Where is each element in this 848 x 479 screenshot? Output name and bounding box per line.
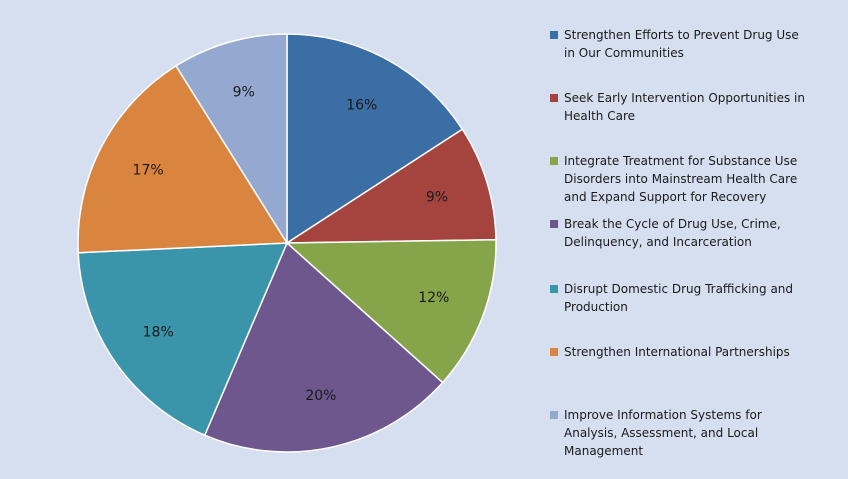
slice-data-label: 20% xyxy=(305,388,336,404)
legend-label: Integrate Treatment for Substance Use Dis… xyxy=(564,152,797,206)
legend-label-line: Integrate Treatment for Substance Use xyxy=(564,154,798,168)
legend-label-line: Disorders into Mainstream Health Care xyxy=(564,172,798,186)
legend-label-line: Health Care xyxy=(564,109,636,123)
legend-label: Seek Early Intervention Opportunities in… xyxy=(564,89,805,125)
legend-item: Improve Information Systems for Analysis,… xyxy=(550,406,840,460)
legend-label-line: Seek Early Intervention Opportunities in xyxy=(564,91,805,105)
legend-swatch xyxy=(550,31,558,39)
slice-data-label: 9% xyxy=(233,84,255,100)
legend-label-line: Delinquency, and Incarceration xyxy=(564,235,752,249)
legend-label-line: Improve Information Systems for xyxy=(564,408,762,422)
slice-data-label: 9% xyxy=(426,189,448,205)
legend-label-line: Strengthen International Partnerships xyxy=(564,345,790,359)
legend-swatch xyxy=(550,348,558,356)
pie-slice-3 xyxy=(285,238,497,384)
legend-label: Improve Information Systems for Analysis,… xyxy=(564,406,762,460)
legend-label: Strengthen International Partnerships xyxy=(564,343,790,361)
pie-slice-1 xyxy=(286,33,464,245)
pie-slice-4 xyxy=(203,241,444,453)
legend-item: Strengthen International Partnerships xyxy=(550,343,840,361)
legend-item: Seek Early Intervention Opportunities in… xyxy=(550,89,840,125)
legend-label-line: in Our Communities xyxy=(564,46,684,60)
pie-slice-7 xyxy=(174,33,288,246)
legend-label: Disrupt Domestic Drug Trafficking and Pro… xyxy=(564,280,793,316)
legend-label-line: Strengthen Efforts to Prevent Drug Use xyxy=(564,28,799,42)
legend-label-line: Analysis, Assessment, and Local xyxy=(564,426,759,440)
legend-label-line: Disrupt Domestic Drug Trafficking and xyxy=(564,282,794,296)
legend-swatch xyxy=(550,94,558,102)
legend-label-line: Production xyxy=(564,300,628,314)
legend-item: Integrate Treatment for Substance Use Dis… xyxy=(550,152,840,206)
pie-slice-5 xyxy=(77,242,289,437)
legend-swatch xyxy=(550,285,558,293)
slice-data-label: 18% xyxy=(143,324,174,340)
legend-swatch xyxy=(550,220,558,228)
legend-item: Strengthen Efforts to Prevent Drug Use in… xyxy=(550,26,840,62)
legend-label: Strengthen Efforts to Prevent Drug Use in… xyxy=(564,26,799,62)
legend-label-line: and Expand Support for Recovery xyxy=(564,190,767,204)
legend-label-line: Management xyxy=(564,444,644,458)
legend-swatch xyxy=(550,157,558,165)
legend-item: Break the Cycle of Drug Use, Crime, Delin… xyxy=(550,215,840,251)
legend-swatch xyxy=(550,411,558,419)
slice-data-label: 16% xyxy=(346,97,377,113)
pie-slice-6 xyxy=(77,64,289,254)
slice-data-label: 17% xyxy=(133,162,164,178)
legend-label-line: Break the Cycle of Drug Use, Crime, xyxy=(564,217,781,231)
legend-item: Disrupt Domestic Drug Trafficking and Pro… xyxy=(550,280,840,316)
legend-label: Break the Cycle of Drug Use, Crime, Delin… xyxy=(564,215,781,251)
pie-slice-2 xyxy=(284,128,497,244)
slice-data-label: 12% xyxy=(418,290,449,306)
